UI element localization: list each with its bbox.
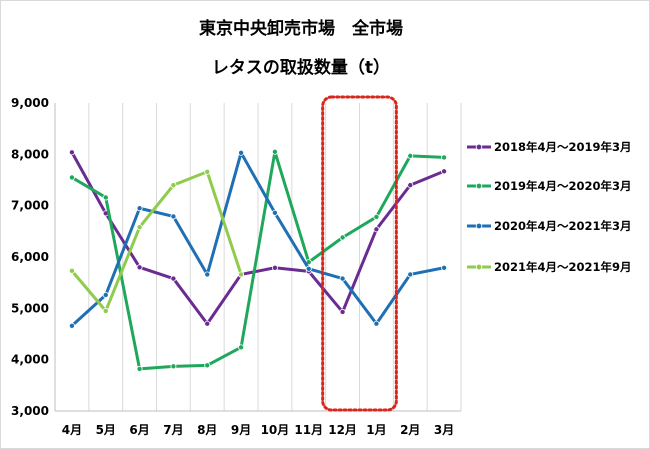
y-tick-label: 9,000	[11, 96, 49, 110]
legend-label: 2020年4月～2021年3月	[494, 219, 632, 233]
data-point	[170, 275, 177, 282]
series-3	[68, 149, 448, 329]
y-tick-label: 4,000	[11, 353, 49, 367]
legend-marker	[475, 222, 483, 230]
data-point	[238, 344, 245, 351]
legend-label: 2018年4月～2019年3月	[494, 140, 632, 154]
data-point	[373, 226, 380, 233]
data-point	[170, 182, 177, 189]
data-point	[238, 149, 245, 156]
data-point	[170, 363, 177, 370]
series-4	[68, 168, 245, 314]
y-axis-tick-labels: 9,000 8,000 7,000 6,000 5,000 4,000 3,000	[11, 96, 49, 418]
x-tick-label: 3月	[434, 423, 454, 437]
x-axis-tick-labels: 4月 5月 6月 7月 8月 9月 10月 11月 12月 1月 2月 3月	[62, 423, 455, 437]
chart-title-line-2: レタスの取扱数量（t）	[212, 57, 390, 78]
x-tick-label: 2月	[400, 423, 420, 437]
data-point	[204, 271, 211, 278]
data-point	[68, 267, 75, 274]
data-point	[102, 194, 109, 201]
highlight-rect	[321, 95, 398, 412]
data-point	[305, 265, 312, 272]
legend-label: 2021年4月～2021年9月	[494, 260, 632, 274]
y-tick-label: 6,000	[11, 250, 49, 264]
chart-title: 東京中央卸売市場 全市場 レタスの取扱数量（t）	[199, 18, 403, 78]
data-point	[339, 275, 346, 282]
series-line	[70, 151, 445, 327]
data-point	[407, 152, 414, 159]
data-point	[441, 264, 448, 271]
axes	[54, 103, 461, 412]
x-tick-label: 11月	[294, 423, 323, 437]
highlight-box	[321, 95, 398, 412]
data-point	[102, 307, 109, 314]
data-point	[136, 264, 143, 271]
data-point	[68, 174, 75, 181]
data-point	[204, 168, 211, 175]
data-point	[373, 213, 380, 220]
data-point	[136, 365, 143, 372]
x-tick-label: 9月	[231, 423, 251, 437]
x-tick-label: 7月	[163, 423, 183, 437]
series-2	[68, 148, 448, 372]
data-point	[136, 224, 143, 231]
legend-entry: 2019年4月～2020年3月	[467, 179, 632, 193]
series-line	[70, 151, 445, 326]
y-tick-label: 8,000	[11, 147, 49, 161]
y-tick-label: 7,000	[11, 199, 49, 213]
data-point	[238, 271, 245, 278]
x-tick-label: 1月	[366, 423, 386, 437]
series-line	[70, 170, 243, 313]
data-point	[271, 264, 278, 271]
legend: 2018年4月～2019年3月 2019年4月～2020年3月 2020年4月～20…	[467, 140, 632, 274]
y-tick-label: 5,000	[11, 301, 49, 315]
series-line	[71, 150, 445, 371]
data-point	[407, 271, 414, 278]
data-point	[170, 213, 177, 220]
x-tick-label: 12月	[328, 423, 357, 437]
legend-entry: 2020年4月～2021年3月	[467, 219, 632, 233]
data-point	[204, 320, 211, 327]
x-tick-label: 6月	[129, 423, 149, 437]
legend-marker	[475, 263, 483, 271]
data-point	[271, 148, 278, 155]
data-point	[441, 168, 448, 175]
legend-label: 2019年4月～2020年3月	[494, 179, 632, 193]
x-tick-label: 5月	[96, 423, 116, 437]
x-tick-label: 10月	[261, 423, 290, 437]
y-tick-label: 3,000	[11, 404, 49, 418]
x-tick-label: 4月	[62, 423, 82, 437]
data-point	[339, 308, 346, 315]
data-point	[271, 209, 278, 216]
data-point	[339, 234, 346, 241]
legend-entry: 2021年4月～2021年9月	[467, 260, 632, 274]
data-point	[407, 182, 414, 189]
data-point	[204, 362, 211, 369]
series-lines	[68, 148, 448, 372]
data-point	[373, 320, 380, 327]
x-tick-label: 8月	[197, 423, 217, 437]
data-point	[68, 149, 75, 156]
data-point	[68, 322, 75, 329]
chart-title-line-1: 東京中央卸売市場 全市場	[199, 18, 403, 39]
data-point	[136, 205, 143, 212]
data-point	[441, 154, 448, 161]
data-point	[102, 291, 109, 298]
legend-marker	[475, 182, 483, 190]
legend-entry: 2018年4月～2019年3月	[467, 140, 632, 154]
legend-marker	[475, 143, 483, 151]
